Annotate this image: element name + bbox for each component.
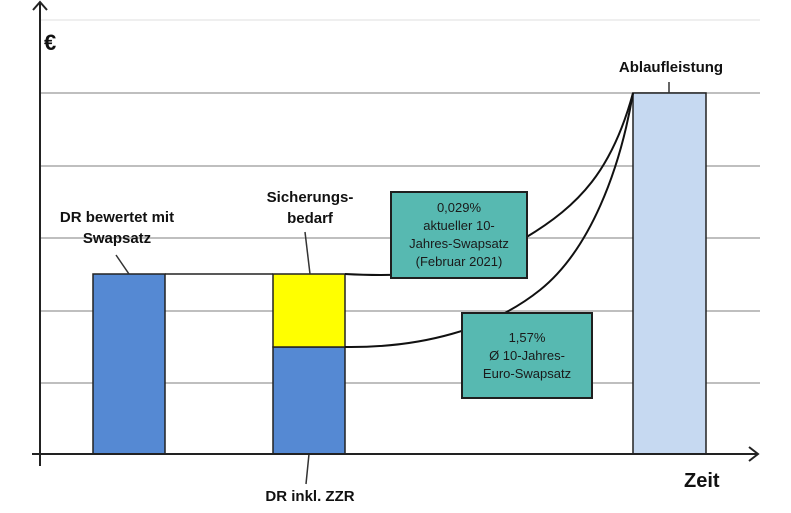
bar-sicherungsbedarf xyxy=(272,273,346,348)
callout-line: Jahres-Swapsatz xyxy=(409,236,509,251)
bar-dr-swapsatz xyxy=(92,273,166,455)
curve-avg-swap xyxy=(344,92,634,349)
bar-dr-zzr xyxy=(272,346,346,455)
leader-lines xyxy=(115,82,670,485)
axes xyxy=(32,0,760,466)
label-dr-swapsatz: DR bewertet mit Swapsatz xyxy=(42,207,192,249)
callout-current-swap: 0,029% aktueller 10- Jahres-Swapsatz (Fe… xyxy=(390,191,528,279)
label-line: Sicherungs- xyxy=(266,189,354,206)
label-line: bedarf xyxy=(287,210,333,227)
callout-line: aktueller 10- xyxy=(423,218,495,233)
label-line: Swapsatz xyxy=(82,230,152,247)
callout-line: 1,57% xyxy=(508,329,546,345)
callout-line: Ø 10-Jahres- xyxy=(489,347,565,363)
label-ablaufleistung: Ablaufleistung xyxy=(618,59,724,76)
label-dr-zzr: DR inkl. ZZR xyxy=(265,488,355,505)
bar-ablaufleistung xyxy=(632,92,707,455)
y-axis-label: € xyxy=(44,30,57,55)
label-line: DR bewertet mit xyxy=(59,209,175,226)
callout-line: 0,029% xyxy=(436,200,482,215)
callout-line: Euro-Swapsatz xyxy=(482,365,572,381)
x-axis-label: Zeit xyxy=(684,470,720,492)
callout-avg-swap: 1,57% Ø 10-Jahres- Euro-Swapsatz xyxy=(461,312,593,399)
label-sicherungsbedarf: Sicherungs- bedarf xyxy=(240,187,380,229)
callout-line: (Februar 2021) xyxy=(415,254,503,269)
